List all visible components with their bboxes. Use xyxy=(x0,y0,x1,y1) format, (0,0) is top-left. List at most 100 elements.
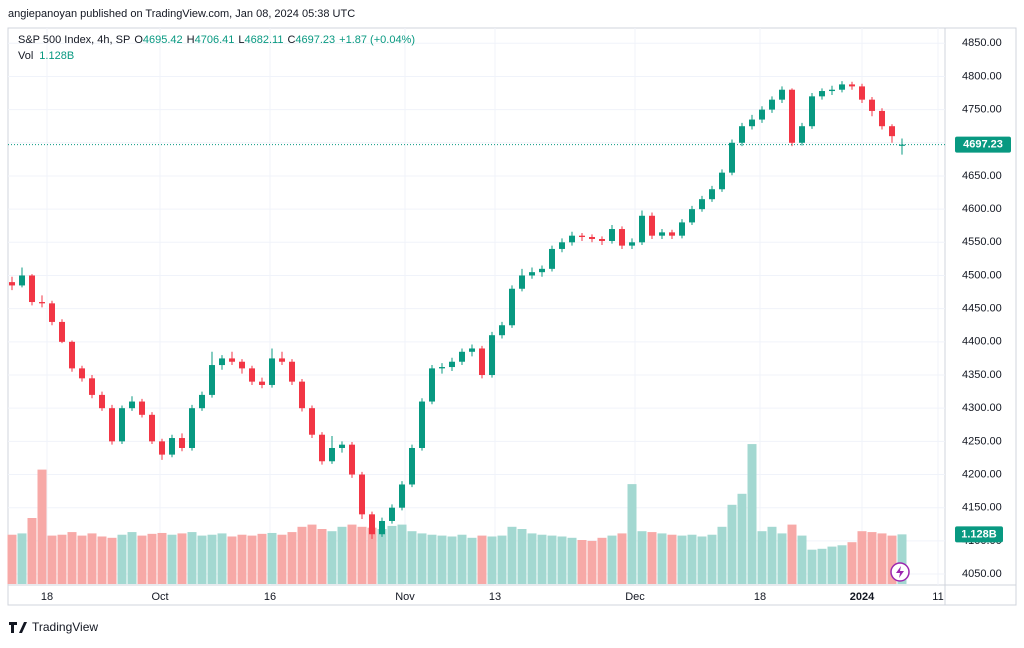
candle-body xyxy=(279,358,285,362)
y-tick-label: 4650.00 xyxy=(962,170,1002,182)
volume-bar xyxy=(57,534,67,584)
volume-bar xyxy=(467,537,477,584)
candle-body xyxy=(689,209,695,223)
publisher: angiepanoyan published on TradingView.co… xyxy=(8,8,355,20)
volume-bar xyxy=(367,527,377,584)
volume-bar xyxy=(757,531,767,584)
candle-body xyxy=(809,96,815,127)
candle-body xyxy=(759,109,765,120)
y-tick-label: 4050.00 xyxy=(962,568,1002,580)
volume-bar xyxy=(877,533,887,584)
candle-body xyxy=(849,84,855,87)
c-label: C xyxy=(287,34,295,46)
candle-body xyxy=(889,126,895,137)
volume-bar xyxy=(377,529,387,584)
candle-body xyxy=(519,275,525,289)
volume-bar xyxy=(307,524,317,584)
volume-bar xyxy=(597,537,607,584)
candle-body xyxy=(209,365,215,395)
volume-bar xyxy=(737,493,747,584)
candle-body xyxy=(449,361,455,368)
y-tick-label: 4150.00 xyxy=(962,502,1002,514)
candle-body xyxy=(419,401,425,448)
grid xyxy=(8,28,945,585)
x-tick-label: 2024 xyxy=(850,591,875,603)
volume-bar xyxy=(27,518,37,584)
candle-body xyxy=(829,89,835,92)
candle-body xyxy=(509,288,515,326)
volume-box xyxy=(955,526,1003,543)
candle-body xyxy=(299,381,305,409)
volume-bar xyxy=(87,533,97,584)
volume-bar xyxy=(77,535,87,584)
volume-bar xyxy=(527,533,537,584)
candle-body xyxy=(529,272,535,276)
candle-body xyxy=(39,302,45,304)
candle-body xyxy=(259,381,265,385)
volume-bar xyxy=(357,526,367,584)
volume-bar xyxy=(537,534,547,584)
candle-body xyxy=(79,368,85,379)
volume-axis-label: 1.128B xyxy=(961,528,997,540)
candle-body xyxy=(269,358,275,385)
candle-body xyxy=(9,282,15,286)
candle-body xyxy=(579,235,585,238)
volume-bar xyxy=(97,536,107,584)
x-tick-label: 16 xyxy=(264,591,276,603)
volume-bar xyxy=(67,532,77,584)
volume-bar xyxy=(137,535,147,584)
candle-body xyxy=(859,86,865,100)
volume-bar xyxy=(567,537,577,584)
candle-body xyxy=(49,303,55,322)
candle-body xyxy=(879,110,885,127)
candle-body xyxy=(629,242,635,246)
volume-bar xyxy=(47,535,57,584)
vol-label: Vol xyxy=(18,50,33,62)
volume-bar xyxy=(197,535,207,584)
volume-bar xyxy=(727,504,737,584)
volume-bar xyxy=(617,533,627,584)
volume-bar xyxy=(717,526,727,584)
volume-bar xyxy=(517,529,527,584)
volume-bar xyxy=(627,484,637,584)
volume-bar xyxy=(687,534,697,584)
volume-bar xyxy=(797,535,807,584)
legend: S&P 500 Index, 4h, SP O4695.42 H4706.41 L46… xyxy=(18,34,415,62)
volume-bar xyxy=(437,535,447,584)
volume-bar xyxy=(217,533,227,584)
candle-body xyxy=(309,408,315,435)
y-tick-label: 4350.00 xyxy=(962,369,1002,381)
candle-body xyxy=(219,358,225,366)
y-tick-label: 4800.00 xyxy=(962,70,1002,82)
volume-bar xyxy=(417,533,427,584)
volume-bar xyxy=(807,549,817,584)
candle-body xyxy=(779,89,785,100)
candle-body xyxy=(539,268,545,273)
brand: TradingView xyxy=(32,620,98,634)
candle-body xyxy=(199,394,205,409)
candle-body xyxy=(599,238,605,241)
volume-bar xyxy=(897,534,907,584)
candle-body xyxy=(819,91,825,97)
volume-bar xyxy=(777,533,787,584)
volume-bar xyxy=(427,534,437,584)
volume-bar xyxy=(667,534,677,584)
candle-body xyxy=(179,438,185,448)
candle-body xyxy=(739,126,745,143)
volume-bar xyxy=(587,540,597,584)
candle-body xyxy=(869,99,875,111)
last-price-label: 4697.23 xyxy=(963,139,1003,151)
volume-bar xyxy=(827,546,837,584)
candle-body xyxy=(749,119,755,127)
candle-body xyxy=(149,414,155,442)
candle-body xyxy=(589,237,595,239)
volume-bar xyxy=(677,535,687,584)
candle-body xyxy=(439,367,445,369)
volume-bar xyxy=(227,536,237,584)
candle-body xyxy=(459,351,465,362)
volume-bar xyxy=(847,542,857,584)
volume-legend: Vol 1.128B xyxy=(18,50,74,62)
candle-body xyxy=(289,361,295,382)
volume-bar xyxy=(747,444,757,584)
